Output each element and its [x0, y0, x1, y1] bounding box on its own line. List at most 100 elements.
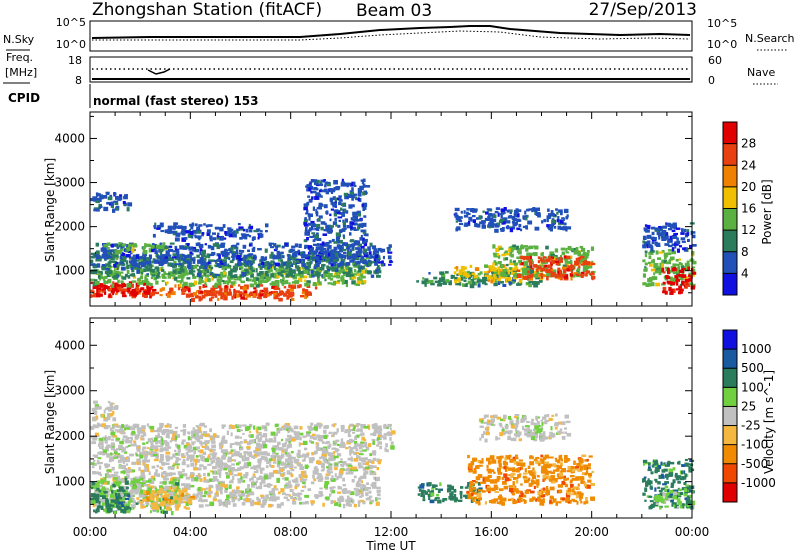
power-cell: [160, 263, 164, 266]
power-cell: [648, 244, 651, 247]
velocity-cell: [224, 440, 228, 444]
velocity-cell: [329, 444, 332, 447]
velocity-cell: [102, 454, 105, 456]
power-cell: [156, 228, 160, 230]
power-cell: [535, 282, 540, 285]
velocity-cell: [263, 484, 267, 487]
power-cell: [213, 243, 216, 247]
velocity-cell: [317, 443, 320, 447]
power-cell: [154, 223, 156, 225]
velocity-cell: [144, 457, 147, 460]
velocity-cell: [158, 445, 163, 447]
power-cell: [510, 209, 512, 212]
power-cell: [243, 259, 245, 263]
power-cell: [387, 247, 390, 249]
power-cell: [122, 284, 126, 288]
power-cell: [265, 223, 269, 227]
velocity-cell: [246, 446, 251, 449]
power-cell: [315, 209, 317, 212]
power-cell: [556, 212, 558, 215]
power-cell: [541, 220, 543, 223]
power-cell: [508, 216, 510, 219]
power-cell: [253, 291, 256, 293]
power-ytick-label: 2000: [54, 220, 85, 234]
velocity-cell: [328, 458, 333, 462]
power-cell: [538, 260, 540, 263]
power-cell: [291, 298, 295, 301]
velocity-cell: [198, 429, 201, 431]
velocity-cell: [358, 503, 360, 507]
power-cell: [234, 267, 238, 271]
velocity-cell: [379, 446, 382, 450]
power-cell: [202, 250, 206, 254]
velocity-cell: [112, 425, 117, 427]
power-cell: [134, 289, 136, 292]
velocity-cell: [210, 458, 213, 461]
velocity-cell: [358, 479, 361, 483]
power-cell: [217, 259, 219, 262]
velocity-cell: [142, 438, 144, 441]
power-cell: [259, 294, 263, 297]
velocity-cell: [333, 500, 336, 503]
power-cell: [303, 207, 308, 211]
power-cell: [321, 264, 326, 267]
power-cell: [220, 272, 223, 276]
power-cell: [505, 277, 508, 279]
velocity-cell: [191, 478, 195, 482]
velocity-cell: [310, 423, 313, 426]
velocity-cell: [107, 474, 110, 478]
velocity-cell: [235, 436, 239, 439]
power-cell: [524, 245, 528, 248]
velocity-cell: [267, 454, 270, 457]
velocity-cell: [223, 454, 226, 458]
power-cell: [346, 184, 348, 187]
power-cell: [556, 263, 561, 265]
power-cell: [252, 279, 256, 282]
velocity-cell: [361, 493, 364, 497]
velocity-cell: [249, 431, 251, 433]
power-cell: [510, 259, 512, 263]
power-cell: [335, 253, 338, 258]
velocity-cell: [321, 469, 325, 471]
power-cell: [209, 298, 212, 302]
velocity-cell: [359, 457, 363, 461]
power-cell: [151, 269, 153, 272]
velocity-cell: [219, 502, 222, 506]
velocity-cell: [324, 481, 329, 485]
velocity-cell: [141, 472, 145, 475]
power-cell: [192, 276, 196, 279]
power-cell: [361, 230, 365, 233]
power-cell: [238, 258, 242, 261]
velocity-cell: [251, 477, 253, 481]
velocity-cell: [138, 487, 142, 490]
power-cell: [497, 278, 501, 281]
power-cell: [335, 224, 337, 227]
velocity-cell: [152, 466, 156, 469]
velocity-cell: [209, 502, 214, 506]
power-cell: [667, 281, 671, 284]
power-cell: [498, 261, 502, 264]
velocity-cell: [377, 490, 381, 493]
velocity-cell: [128, 469, 132, 472]
power-cell: [545, 246, 549, 250]
velocity-cell: [258, 502, 261, 506]
power-cell: [205, 255, 208, 258]
power-cell: [311, 232, 315, 234]
power-cell: [551, 220, 555, 224]
power-cell: [468, 281, 473, 285]
power-cell: [112, 284, 115, 288]
power-cell: [172, 291, 176, 295]
velocity-cell: [373, 483, 376, 487]
power-cell: [96, 250, 100, 254]
velocity-cell: [281, 502, 284, 506]
velocity-cell: [195, 461, 197, 465]
power-cell: [308, 187, 311, 191]
power-cell: [348, 270, 352, 272]
power-cell: [503, 257, 505, 260]
power-cell: [111, 260, 115, 263]
power-cell: [132, 257, 135, 260]
velocity-cell: [205, 504, 209, 506]
velocity-cell: [337, 444, 340, 446]
